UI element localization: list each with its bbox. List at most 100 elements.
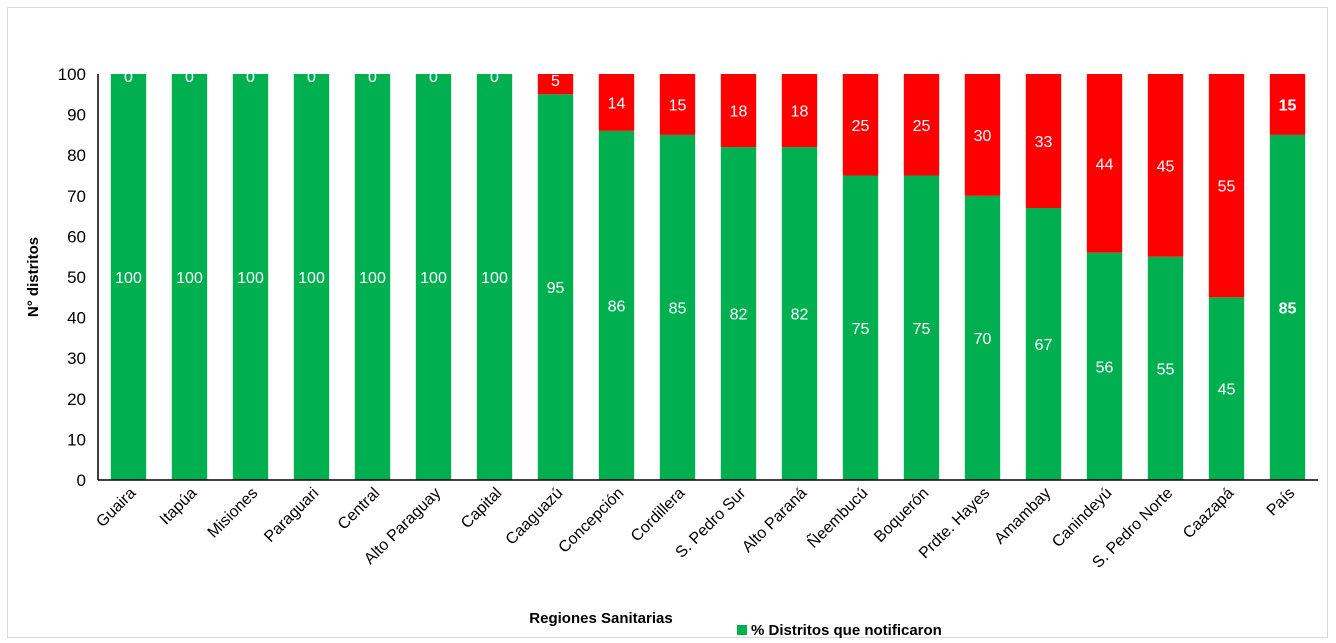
bar-notified-15 (1025, 207, 1062, 481)
y-axis-title: N° distritos (25, 237, 42, 317)
data-label-not-notified: 15 (669, 97, 687, 114)
x-tick-label: Misiones (205, 485, 262, 542)
bar-not-notified-10 (720, 74, 757, 148)
data-label-notified: 100 (481, 270, 508, 287)
data-label-not-notified: 0 (246, 69, 255, 86)
bar-notified-5 (415, 74, 452, 480)
bar-notified-19 (1269, 134, 1306, 480)
x-tick-label: Amambay (991, 485, 1054, 548)
data-label-notified: 95 (547, 280, 565, 297)
data-label-not-notified: 18 (791, 104, 809, 121)
legend-swatch (737, 625, 747, 635)
data-label-not-notified: 25 (852, 118, 870, 135)
data-label-notified: 56 (1096, 359, 1114, 376)
data-label-not-notified: 30 (974, 128, 992, 145)
x-tick-label: Boquerón (871, 485, 932, 546)
y-tick-label: 30 (67, 349, 86, 368)
y-tick-label: 80 (67, 146, 86, 165)
data-label-not-notified: 0 (307, 69, 316, 86)
x-tick-label: País (1264, 485, 1299, 520)
bar-notified-11 (781, 147, 818, 480)
x-tick-label: Alto Paraná (739, 485, 810, 556)
x-tick-label: Capital (458, 485, 505, 532)
bar-not-notified-13 (903, 74, 940, 176)
x-tick-label: Concepción (556, 485, 628, 557)
data-label-notified: 45 (1218, 382, 1236, 399)
data-label-not-notified: 0 (490, 69, 499, 86)
data-label-not-notified: 33 (1035, 134, 1053, 151)
x-tick-label: Canindeyú (1049, 485, 1115, 551)
bar-notified-13 (903, 175, 940, 480)
y-tick-label: 20 (67, 390, 86, 409)
bar-not-notified-19 (1269, 74, 1306, 135)
x-axis-ticks: Guaira Itapúa Misiones Paraguari Central Alto… (93, 483, 1298, 572)
bar-not-notified-11 (781, 74, 818, 148)
y-tick-label: 60 (67, 227, 86, 246)
bar-notified-8 (598, 130, 635, 480)
y-tick-label: 100 (58, 65, 86, 84)
data-label-notified: 85 (1279, 300, 1297, 317)
bar-notified-3 (293, 74, 330, 480)
data-label-notified: 55 (1157, 361, 1175, 378)
x-tick-label: Guaira (93, 485, 139, 531)
data-label-not-notified: 0 (124, 69, 133, 86)
data-label-not-notified: 5 (551, 73, 560, 90)
bar-notified-2 (232, 74, 269, 480)
data-label-notified: 82 (791, 307, 809, 324)
data-label-not-notified: 18 (730, 104, 748, 121)
data-label-notified: 100 (359, 270, 386, 287)
y-tick-label: 70 (67, 187, 86, 206)
bar-notified-1 (171, 74, 208, 480)
bar-notified-14 (964, 195, 1001, 481)
x-axis-title: Regiones Sanitarias (529, 610, 672, 627)
bar-notified-10 (720, 147, 757, 480)
data-label-notified: 100 (237, 270, 264, 287)
bar-notified-4 (354, 74, 391, 480)
bar-notified-12 (842, 175, 879, 480)
data-label-not-notified: 0 (368, 69, 377, 86)
data-label-not-notified: 14 (608, 95, 626, 112)
x-tick-label: Caazapá (1180, 485, 1237, 542)
data-label-notified: 100 (420, 270, 447, 287)
legend-label: % Distritos que notificaron (751, 622, 942, 639)
x-tick-label: Itapúa (157, 485, 201, 529)
chart-frame: 0 10 20 30 40 50 60 70 80 90 100 Guaira Itapúa Misio… (7, 7, 1328, 639)
x-tick-label: Central (335, 485, 383, 533)
data-label-notified: 70 (974, 331, 992, 348)
y-tick-label: 50 (67, 268, 86, 287)
data-label-not-notified: 0 (185, 69, 194, 86)
x-tick-label: Caaguazú (503, 485, 567, 549)
bar-not-notified-16 (1086, 74, 1123, 253)
bar-notified-9 (659, 134, 696, 480)
bar-not-notified-17 (1147, 74, 1184, 257)
bars-layer (110, 74, 1306, 481)
bar-not-notified-15 (1025, 74, 1062, 208)
y-tick-label: 10 (67, 430, 86, 449)
x-tick-label: Ñeembucú (802, 483, 871, 552)
data-label-notified: 67 (1035, 337, 1053, 354)
bar-notified-6 (476, 74, 513, 480)
bar-not-notified-12 (842, 74, 879, 176)
data-label-not-notified: 44 (1096, 156, 1114, 173)
data-label-notified: 85 (669, 300, 687, 317)
data-label-notified: 100 (176, 270, 203, 287)
data-label-notified: 82 (730, 307, 748, 324)
data-label-notified: 100 (115, 270, 142, 287)
bar-notified-0 (110, 74, 147, 480)
bar-not-notified-7 (537, 74, 574, 95)
data-label-not-notified: 0 (429, 69, 438, 86)
data-label-not-notified: 25 (913, 118, 931, 135)
data-label-notified: 86 (608, 298, 626, 315)
data-labels: 100 0 100 0 100 0 100 0 100 0 100 0 100 0 95 5 86 14 85 15 8… (115, 69, 1296, 399)
y-tick-label: 90 (67, 106, 86, 125)
y-tick-label: 40 (67, 309, 86, 328)
bar-notified-16 (1086, 252, 1123, 480)
data-label-not-notified: 15 (1279, 97, 1297, 114)
bar-notified-17 (1147, 256, 1184, 480)
y-axis-ticks: 0 10 20 30 40 50 60 70 80 90 100 (58, 65, 86, 490)
x-tick-label: Cordillera (628, 485, 689, 546)
bar-not-notified-14 (964, 74, 1001, 196)
data-label-not-notified: 55 (1218, 179, 1236, 196)
bar-not-notified-18 (1208, 74, 1245, 298)
